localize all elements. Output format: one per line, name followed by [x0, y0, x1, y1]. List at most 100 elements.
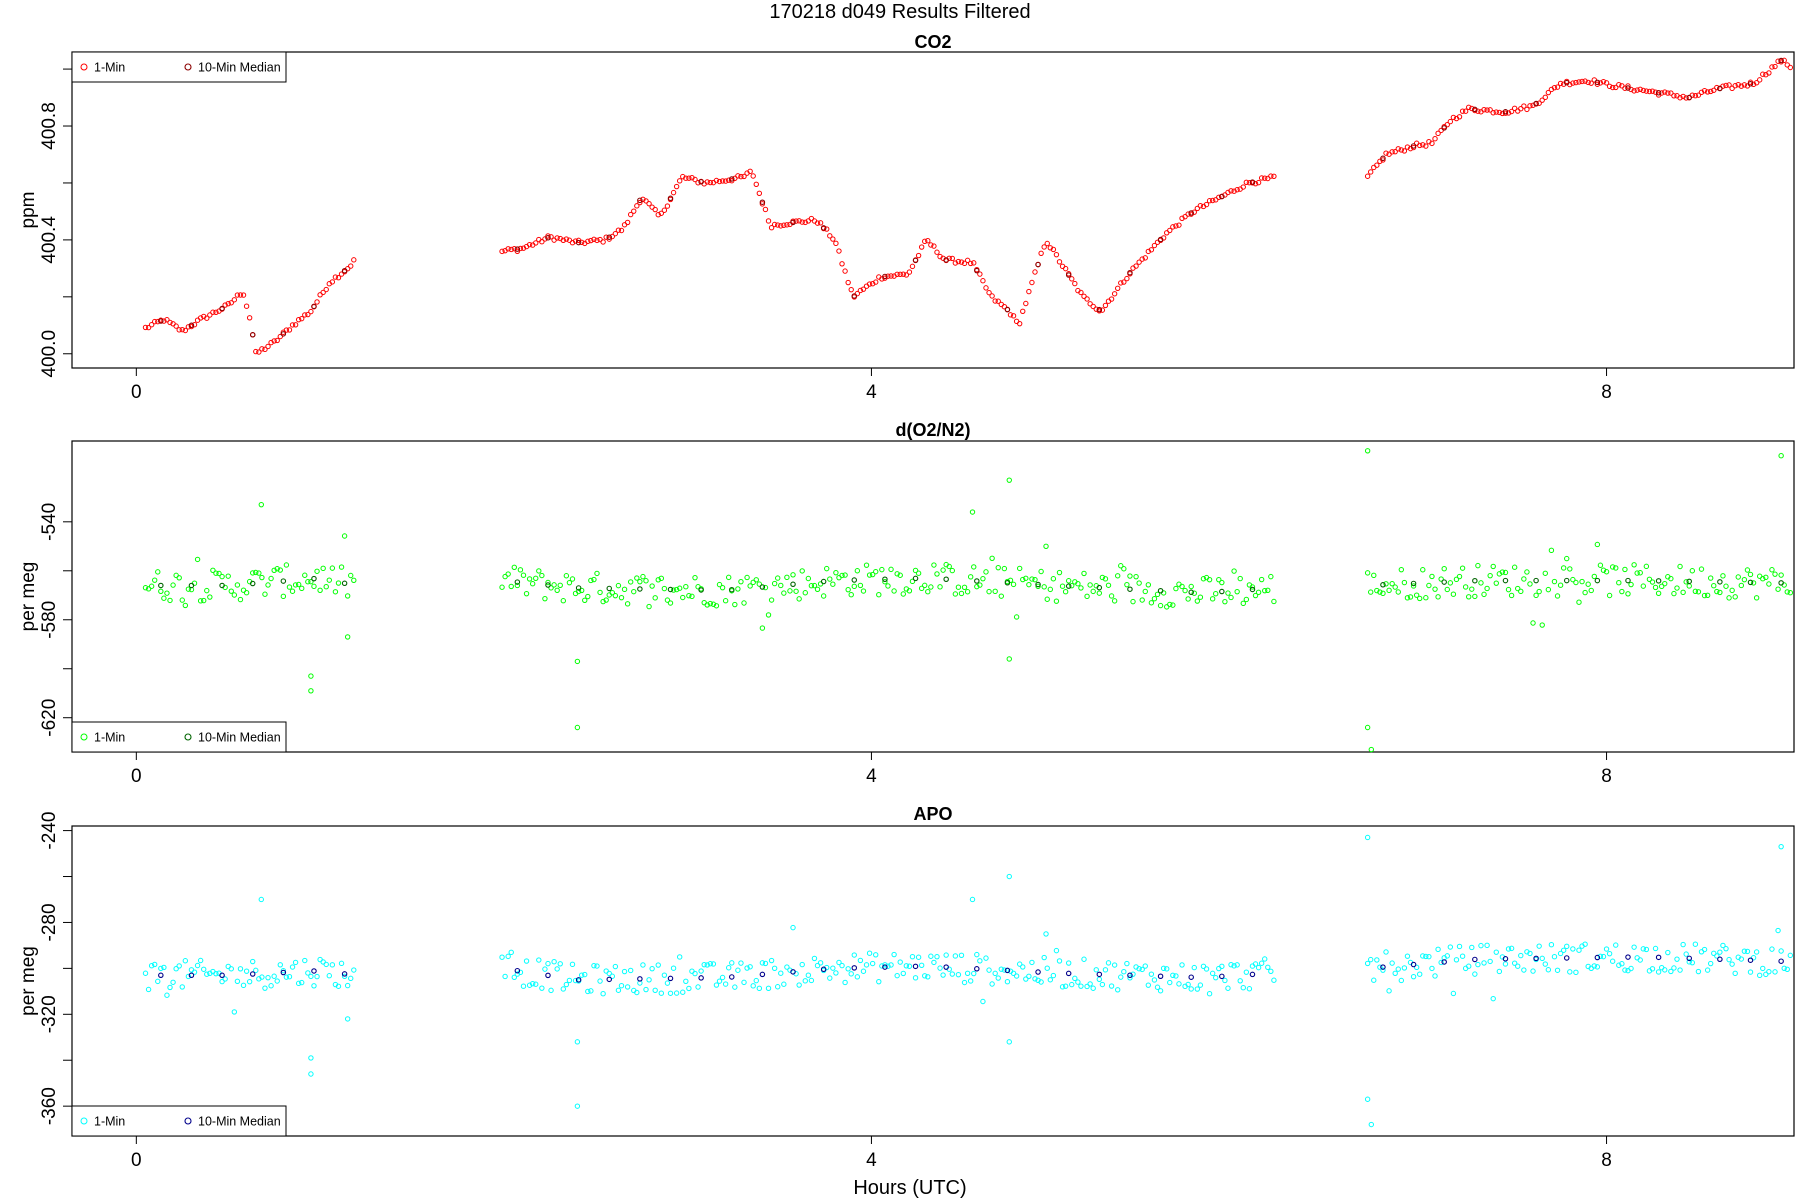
data-point [768, 957, 775, 964]
data-point [977, 271, 983, 277]
data-point [259, 574, 265, 581]
data-point [1677, 95, 1683, 101]
data-point [934, 953, 940, 960]
data-point [1747, 571, 1754, 578]
data-point [1778, 452, 1784, 459]
median-point [1410, 143, 1417, 149]
data-point [931, 243, 937, 249]
data-point [332, 589, 339, 595]
data-point [262, 985, 268, 991]
data-point [1167, 979, 1173, 986]
data-point [240, 982, 247, 989]
data-point [1539, 955, 1545, 962]
data-point [915, 252, 922, 259]
legend-marker-median [184, 733, 192, 741]
series-1min-co2 [142, 57, 1794, 355]
data-point [1078, 289, 1084, 296]
data-point [1154, 591, 1161, 598]
median-point [545, 235, 551, 241]
data-point [695, 984, 701, 990]
median-point [219, 582, 225, 589]
data-point [1377, 964, 1383, 970]
data-point [652, 206, 658, 213]
median-point [158, 972, 164, 979]
legend-label-1min: 1-Min [94, 61, 125, 75]
data-point [1582, 78, 1588, 84]
data-point [1741, 82, 1748, 88]
data-point [1662, 967, 1668, 973]
data-point [986, 588, 992, 595]
data-point [185, 973, 192, 980]
median-point [1249, 586, 1256, 593]
data-point [1775, 58, 1781, 64]
data-point [1206, 576, 1213, 583]
data-point [1695, 589, 1702, 595]
data-point [1050, 576, 1057, 582]
plot-frame-apo [71, 825, 1795, 1137]
data-point [216, 570, 222, 577]
data-point [1206, 991, 1213, 997]
median-point [1472, 577, 1478, 584]
data-point [289, 322, 296, 328]
data-point [1508, 108, 1515, 115]
data-point [578, 239, 585, 246]
data-point [219, 978, 225, 985]
data-point [1744, 567, 1751, 573]
data-point [1432, 586, 1438, 592]
data-point [323, 961, 329, 968]
data-point [912, 567, 919, 574]
data-point [940, 972, 946, 978]
x-tick-label-apo: 0 [131, 1150, 142, 1171]
data-point [554, 587, 560, 593]
data-point [210, 567, 216, 574]
data-point [1772, 571, 1778, 577]
data-point [566, 977, 573, 984]
data-point [955, 971, 962, 978]
data-point [1652, 89, 1659, 95]
data-point [771, 965, 778, 972]
data-point [179, 984, 185, 990]
data-point [1521, 103, 1527, 109]
data-point [1078, 585, 1084, 591]
data-point [1606, 950, 1613, 957]
median-point [759, 199, 766, 205]
data-point [1139, 597, 1145, 603]
data-point [876, 591, 882, 598]
data-point [1271, 977, 1277, 983]
data-point [1585, 581, 1591, 587]
data-point [1020, 964, 1026, 970]
data-point [219, 573, 225, 580]
median-point [1410, 580, 1417, 587]
median-point [606, 234, 612, 240]
data-point [1435, 946, 1441, 953]
data-point [1087, 981, 1093, 987]
data-point [1609, 958, 1616, 964]
data-point [572, 977, 579, 984]
data-point [292, 959, 299, 966]
data-point [1784, 589, 1790, 595]
legend-label-1min: 1-Min [94, 731, 125, 745]
data-point [554, 235, 560, 241]
data-point [1714, 588, 1720, 595]
data-point [989, 293, 995, 299]
data-point [824, 226, 830, 232]
data-point [1423, 143, 1429, 149]
data-point [1701, 946, 1708, 953]
data-point [520, 245, 527, 251]
data-point [799, 568, 805, 574]
data-point [612, 230, 619, 237]
data-point [1732, 594, 1738, 600]
median-point [1065, 272, 1072, 278]
data-point [906, 588, 913, 594]
data-point [1062, 983, 1069, 989]
data-point [560, 237, 566, 243]
data-point [1714, 953, 1720, 959]
data-point [729, 960, 735, 966]
data-point [683, 175, 689, 181]
data-point [1102, 967, 1109, 973]
data-point [1511, 960, 1518, 966]
data-point [1732, 83, 1738, 89]
data-point [986, 967, 992, 973]
data-point [1213, 591, 1219, 597]
data-point [1658, 964, 1665, 971]
